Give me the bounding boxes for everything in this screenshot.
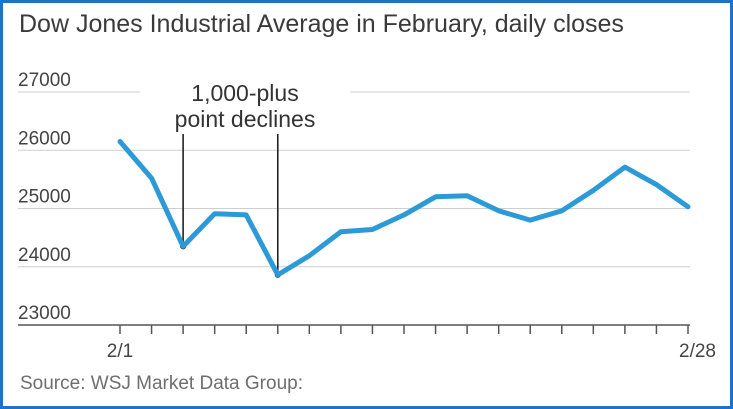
- y-tick-label: 24000: [18, 245, 71, 266]
- y-tick-label: 26000: [18, 128, 71, 149]
- annotation-label-bg: [140, 80, 350, 104]
- chart-title: Dow Jones Industrial Average in February…: [19, 10, 624, 38]
- y-tick-label: 25000: [18, 187, 71, 208]
- annotation-label: point declines: [175, 106, 316, 132]
- gridlines: [18, 91, 690, 326]
- x-tick-label: 2/28: [679, 341, 716, 362]
- y-tick-label: 23000: [18, 303, 71, 324]
- annotation-label: 1,000-plus: [191, 80, 298, 106]
- annotation-label-bg: [140, 106, 350, 130]
- y-tick-label: 27000: [18, 70, 71, 91]
- source-note: Source: WSJ Market Data Group:: [20, 373, 303, 394]
- y-axis-tick-labels: 23000 24000 25000 26000 27000: [18, 70, 71, 324]
- x-axis: 2/1 2/28: [107, 325, 716, 362]
- x-tick-label: 2/1: [107, 341, 133, 362]
- series-line-group: [117, 139, 691, 278]
